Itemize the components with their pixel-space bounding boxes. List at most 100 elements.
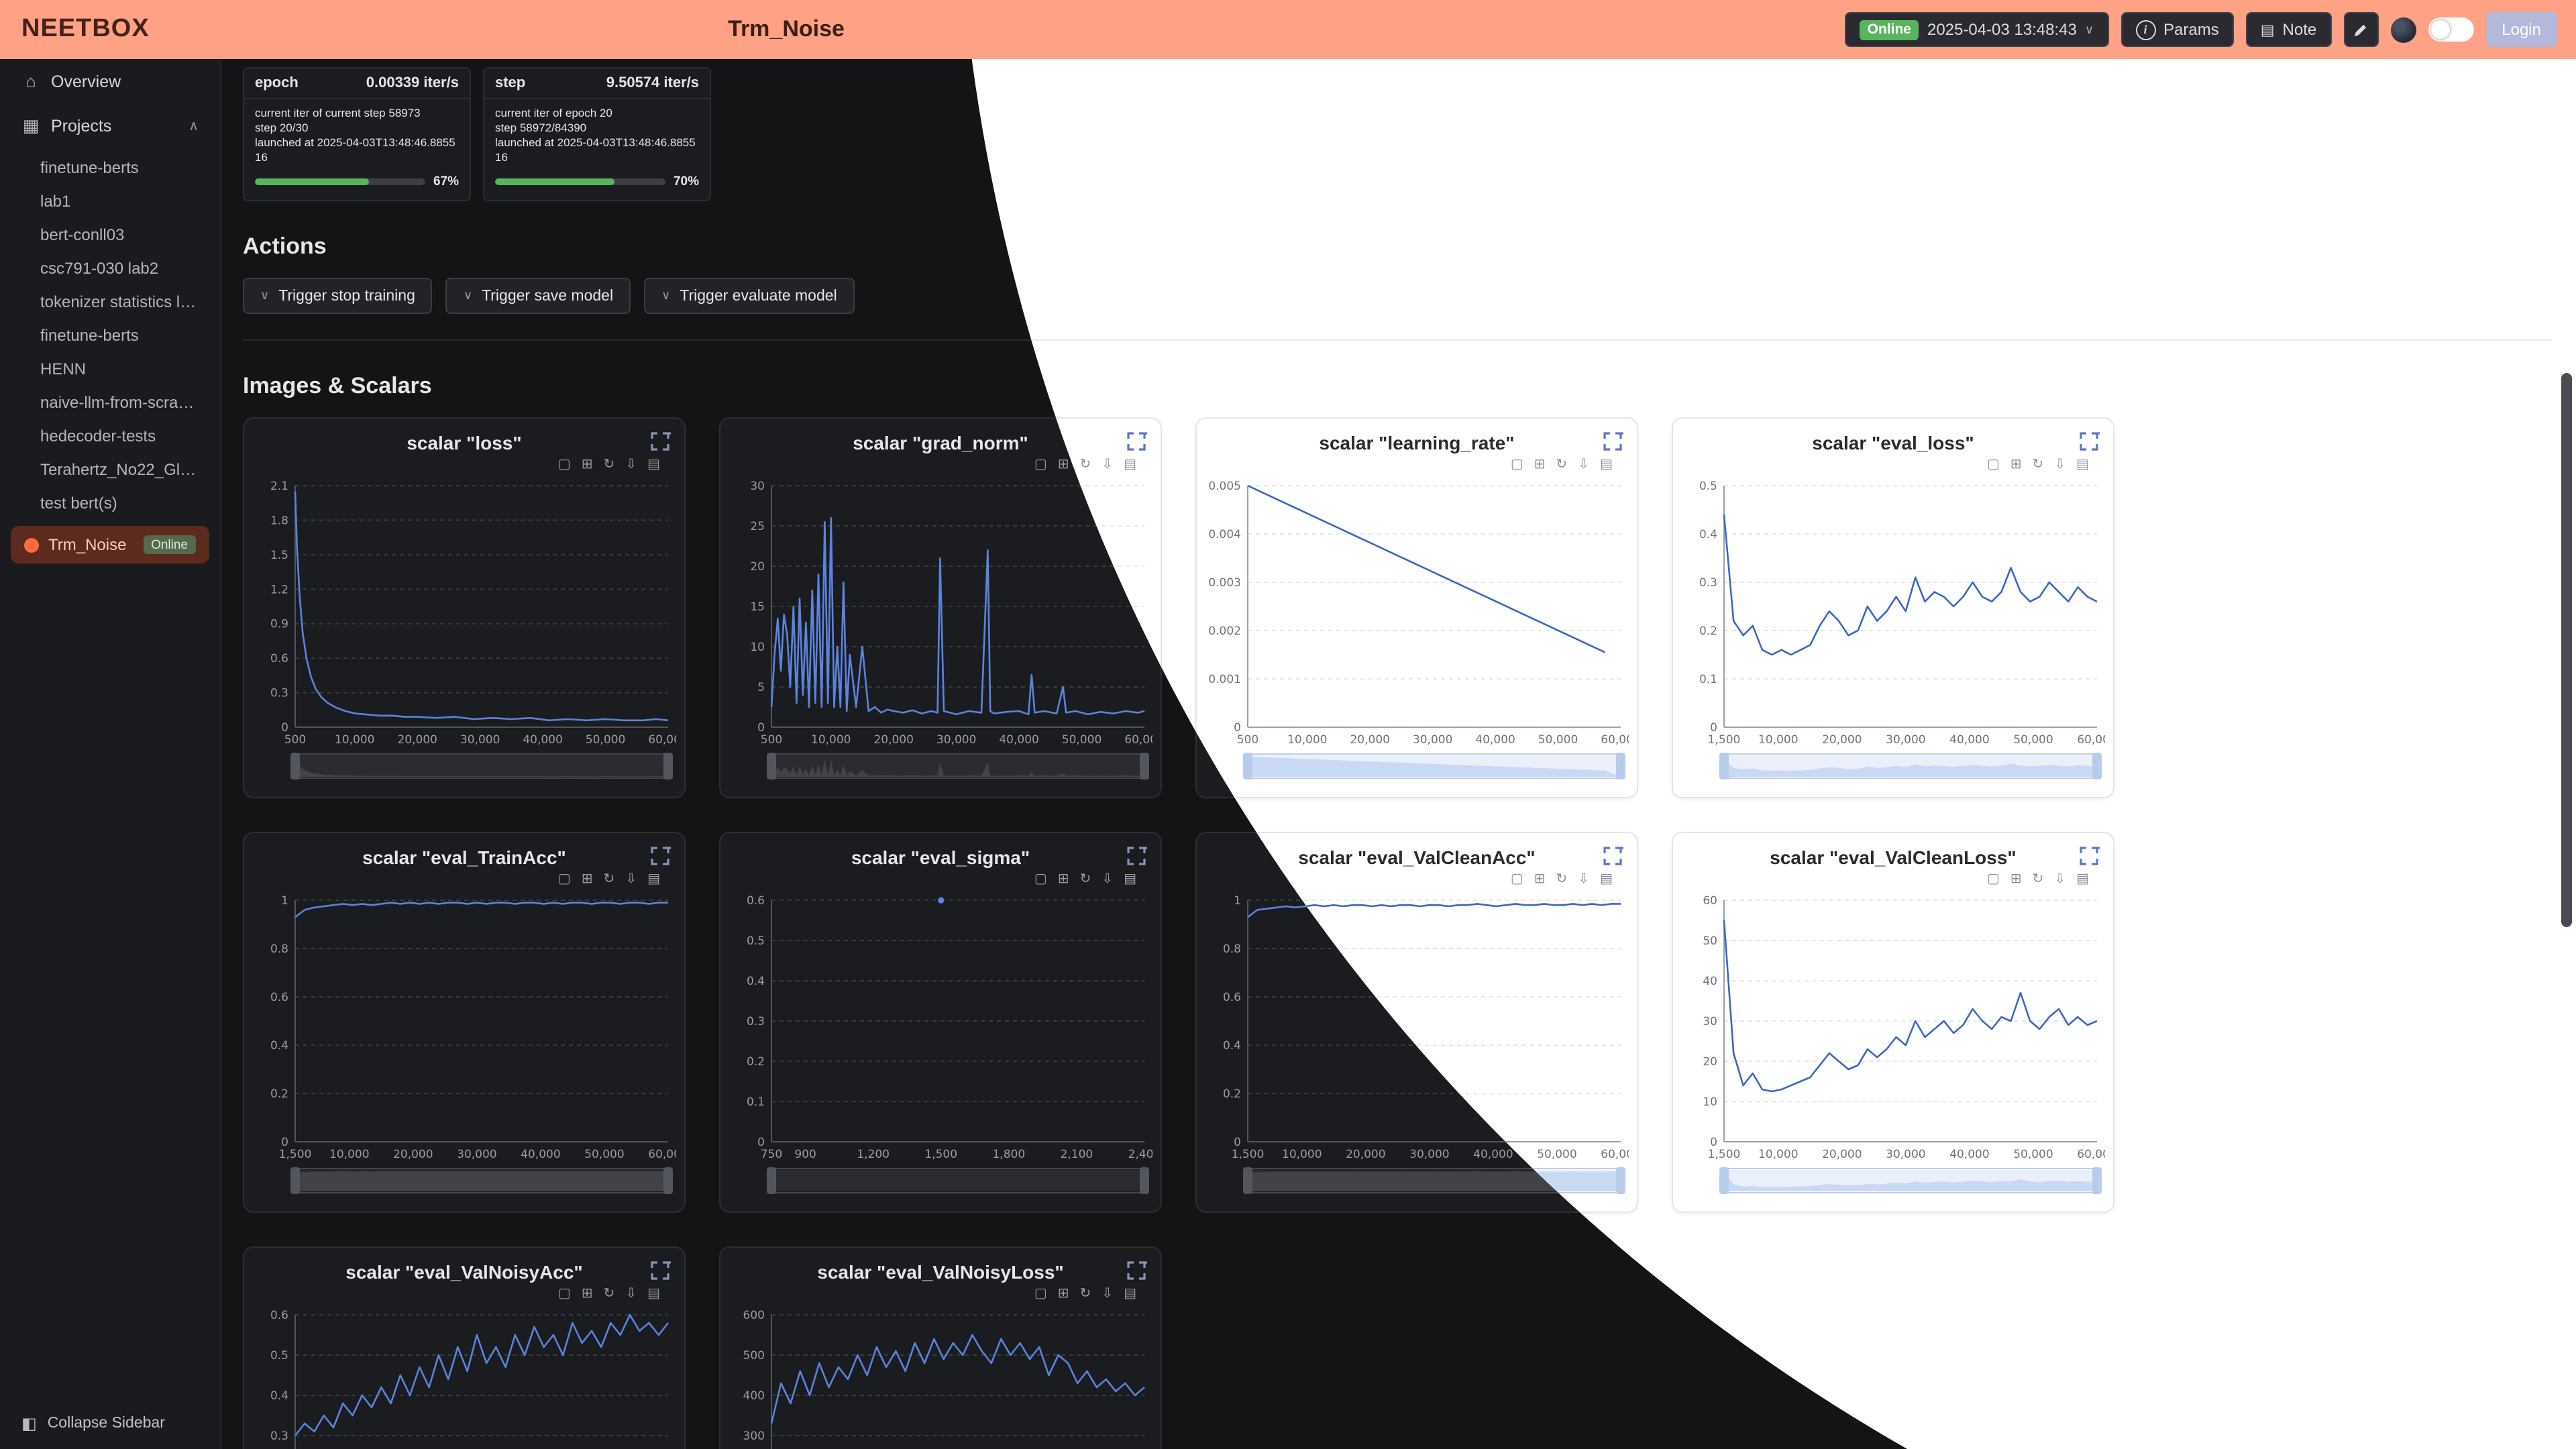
sidebar-project-item[interactable]: Terahertz_No22_Gl261_gl... — [40, 460, 220, 478]
sidebar-project-item[interactable]: finetune-berts — [40, 325, 139, 344]
box-select-icon[interactable]: ▢ — [1034, 1287, 1047, 1302]
box-select-icon[interactable]: ▢ — [557, 1287, 571, 1302]
datazoom-handle-left[interactable] — [1243, 753, 1252, 780]
sidebar-project-item[interactable]: hedecoder-tests — [40, 426, 156, 445]
sidebar-project-item[interactable]: csc791-030 lab2 — [40, 258, 159, 277]
sidebar-project-item[interactable]: lab1 — [40, 191, 71, 210]
sidebar-project-item[interactable]: bert-conll03 — [40, 225, 125, 244]
datazoom-handle-left[interactable] — [767, 1167, 776, 1195]
clear-select-icon[interactable]: ⊞ — [1534, 458, 1546, 473]
chart-plot[interactable]: 0 0.2 0.4 0.6 0.8 1 1,500 10,000 20,000 30,000 40,… — [255, 892, 676, 1198]
login-button[interactable]: Login — [2485, 12, 2557, 47]
action-trigger-button[interactable]: ∨ Trigger evaluate model — [644, 278, 855, 315]
box-select-icon[interactable]: ▢ — [1986, 458, 2000, 473]
datazoom-handle-right[interactable] — [663, 1167, 673, 1195]
restore-icon[interactable]: ↻ — [603, 458, 615, 473]
collapse-sidebar-button[interactable]: ◧ Collapse Sidebar — [0, 1398, 220, 1449]
box-select-icon[interactable]: ▢ — [1510, 458, 1523, 473]
datazoom-handle-left[interactable] — [1243, 1167, 1252, 1195]
clear-select-icon[interactable]: ⊞ — [581, 458, 593, 473]
save-image-icon[interactable]: ⇩ — [1578, 458, 1590, 473]
clear-select-icon[interactable]: ⊞ — [1057, 1287, 1069, 1302]
note-button[interactable]: ▤ Note — [2245, 12, 2332, 47]
datazoom-handle-right[interactable] — [663, 753, 673, 780]
clear-select-icon[interactable]: ⊞ — [2010, 872, 2022, 888]
datazoom-handle-left[interactable] — [290, 753, 300, 780]
restore-icon[interactable]: ↻ — [603, 872, 615, 888]
chart-plot[interactable]: 0 0.3 0.6 0.9 1.2 1.5 1.8 2.1 500 10,000 20,000 30,… — [255, 478, 676, 784]
save-image-icon[interactable]: ⇩ — [1102, 872, 1114, 888]
params-button[interactable]: i Params — [2121, 12, 2234, 47]
save-image-icon[interactable]: ⇩ — [2054, 458, 2066, 473]
datazoom-handle-left[interactable] — [290, 1167, 300, 1195]
moon-icon[interactable] — [2390, 17, 2416, 42]
save-image-icon[interactable]: ⇩ — [625, 458, 637, 473]
chart-plot[interactable]: 0 0.1 0.2 0.3 0.4 0.5 1,500 10,000 20,000 30,000 4… — [1684, 478, 2105, 784]
restore-icon[interactable]: ↻ — [1079, 458, 1091, 473]
sidebar-project-item[interactable]: naive-llm-from-scratch — [40, 392, 200, 411]
box-select-icon[interactable]: ▢ — [557, 458, 571, 473]
action-trigger-button[interactable]: ∨ Trigger stop training — [243, 278, 433, 315]
sidebar-item-active-project[interactable]: Trm_Noise Online — [11, 526, 209, 564]
datazoom-handle-right[interactable] — [1140, 1167, 1149, 1195]
data-view-icon[interactable]: ▤ — [1124, 872, 1136, 888]
save-image-icon[interactable]: ⇩ — [625, 1287, 637, 1302]
data-view-icon[interactable]: ▤ — [1600, 872, 1613, 888]
expand-icon[interactable] — [649, 1260, 671, 1281]
data-view-icon[interactable]: ▤ — [2076, 458, 2089, 473]
clear-select-icon[interactable]: ⊞ — [1057, 872, 1069, 888]
expand-icon[interactable] — [649, 431, 671, 452]
datazoom-handle-right[interactable] — [1616, 753, 1625, 780]
sidebar-item-projects[interactable]: ▦ Projects ∧ — [0, 103, 220, 149]
datazoom-handle-left[interactable] — [767, 753, 776, 780]
action-trigger-button[interactable]: ∨ Trigger save model — [445, 278, 631, 315]
expand-icon[interactable] — [1126, 431, 1147, 452]
sidebar-project-item[interactable]: tokenizer statistics llama... — [40, 292, 220, 311]
sidebar-item-overview[interactable]: ⌂ Overview — [0, 59, 220, 103]
save-image-icon[interactable]: ⇩ — [1102, 1287, 1114, 1302]
expand-icon[interactable] — [1126, 845, 1147, 867]
datazoom-handle-right[interactable] — [1140, 753, 1149, 780]
chart-plot[interactable]: 0 5 10 15 20 25 30 500 10,000 20,000 30,000 40,000 5… — [731, 478, 1152, 784]
save-image-icon[interactable]: ⇩ — [1578, 872, 1590, 888]
chart-plot[interactable]: 0 0.1 0.2 0.3 0.4 0.5 0.6 750 900 1,200 1,500 1,800… — [731, 892, 1152, 1198]
connection-status-dropdown[interactable]: Online 2025-04-03 13:48:43 ∨ — [1844, 12, 2109, 47]
datazoom-handle-left[interactable] — [1719, 1167, 1729, 1195]
expand-icon[interactable] — [1602, 431, 1623, 452]
data-view-icon[interactable]: ▤ — [647, 872, 660, 888]
sidebar-project-item[interactable]: finetune-berts — [40, 158, 139, 176]
data-view-icon[interactable]: ▤ — [2076, 872, 2089, 888]
edit-button[interactable] — [2343, 12, 2379, 47]
clear-select-icon[interactable]: ⊞ — [1057, 458, 1069, 473]
theme-toggle[interactable] — [2428, 17, 2474, 42]
box-select-icon[interactable]: ▢ — [557, 872, 571, 888]
box-select-icon[interactable]: ▢ — [1510, 872, 1523, 888]
clear-select-icon[interactable]: ⊞ — [581, 1287, 593, 1302]
box-select-icon[interactable]: ▢ — [1986, 872, 2000, 888]
sidebar-project-item[interactable]: test bert(s) — [40, 493, 117, 512]
expand-icon[interactable] — [1126, 1260, 1147, 1281]
restore-icon[interactable]: ↻ — [1079, 872, 1091, 888]
expand-icon[interactable] — [649, 845, 671, 867]
clear-select-icon[interactable]: ⊞ — [2010, 458, 2022, 473]
app-logo[interactable]: NEETBOX — [21, 15, 150, 43]
restore-icon[interactable]: ↻ — [603, 1287, 615, 1302]
restore-icon[interactable]: ↻ — [2032, 872, 2044, 888]
chart-plot[interactable]: 00.10.20.30.40.50.61,50010,00020,00030,0… — [255, 1307, 676, 1449]
expand-icon[interactable] — [2078, 845, 2100, 867]
datazoom-handle-right[interactable] — [2092, 753, 2102, 780]
datazoom-handle-right[interactable] — [1616, 1167, 1625, 1195]
datazoom-handle-left[interactable] — [1719, 753, 1729, 780]
expand-icon[interactable] — [1602, 845, 1623, 867]
restore-icon[interactable]: ↻ — [2032, 458, 2044, 473]
restore-icon[interactable]: ↻ — [1556, 872, 1568, 888]
box-select-icon[interactable]: ▢ — [1034, 872, 1047, 888]
restore-icon[interactable]: ↻ — [1556, 458, 1568, 473]
chart-plot[interactable]: 0 0.001 0.002 0.003 0.004 0.005 500 10,000 20,00… — [1208, 478, 1629, 784]
data-view-icon[interactable]: ▤ — [647, 1287, 660, 1302]
scrollbar-thumb[interactable] — [2561, 373, 2572, 927]
sidebar-project-item[interactable]: HENN — [40, 359, 87, 378]
save-image-icon[interactable]: ⇩ — [625, 872, 637, 888]
data-view-icon[interactable]: ▤ — [1124, 458, 1136, 473]
clear-select-icon[interactable]: ⊞ — [1534, 872, 1546, 888]
